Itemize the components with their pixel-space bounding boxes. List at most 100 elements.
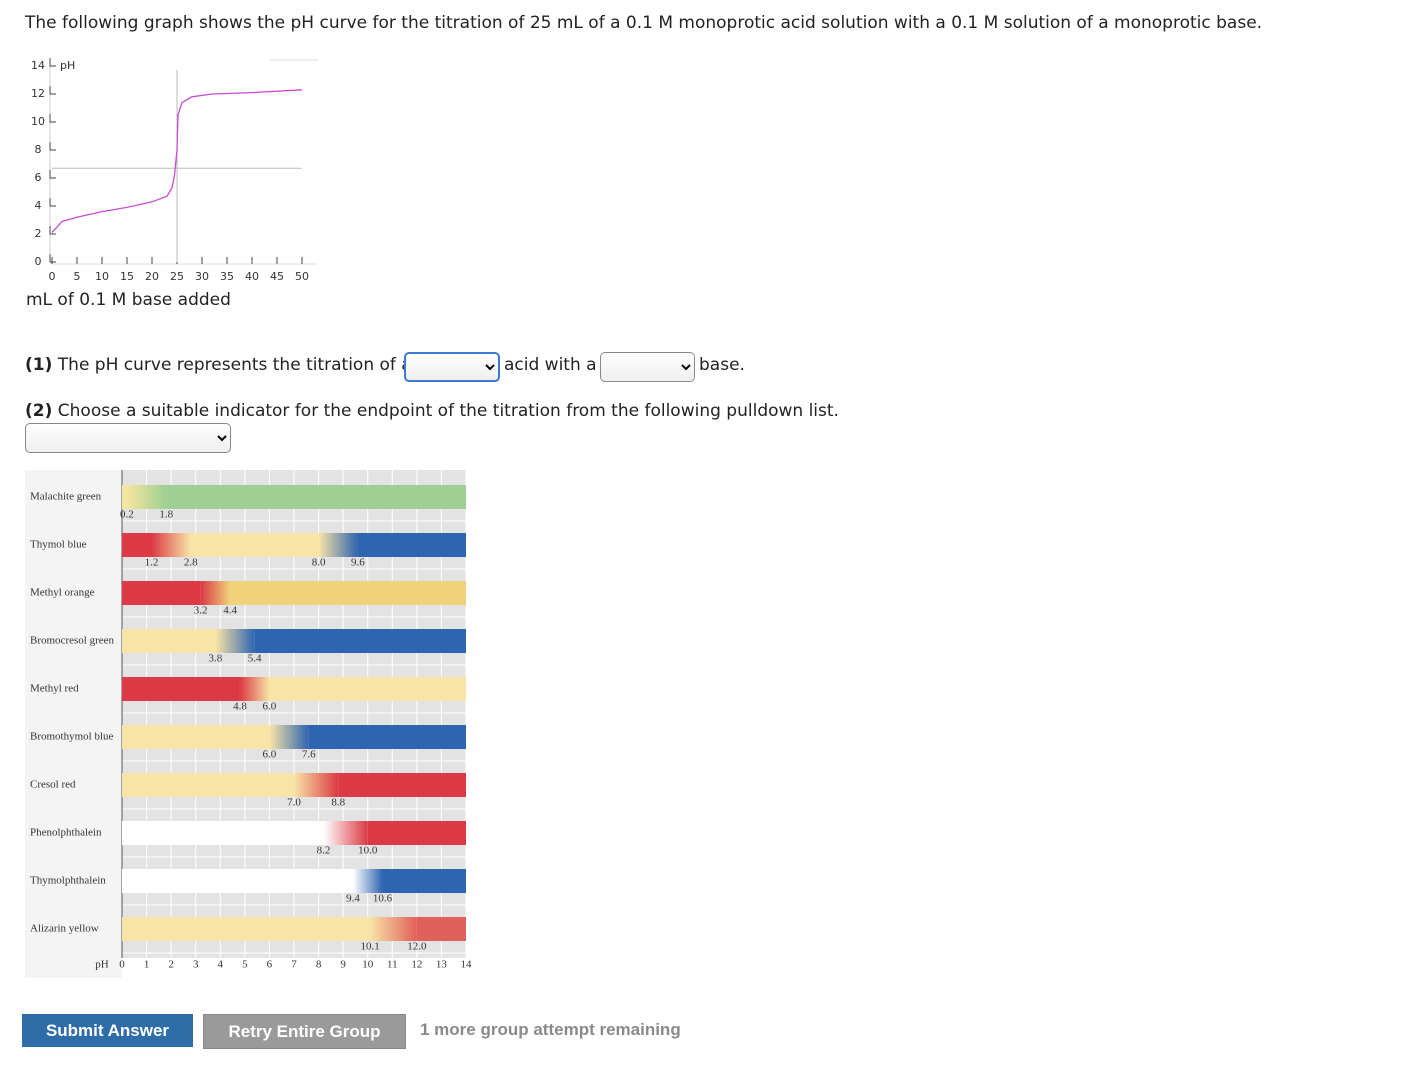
y-tick xyxy=(49,58,56,67)
transition-range xyxy=(239,677,270,701)
x-tick-label: 15 xyxy=(120,270,134,283)
ph-tick-label: 9 xyxy=(340,959,346,971)
q2-number: (2) xyxy=(25,401,53,421)
indicator-name: Bromothymol blue xyxy=(30,731,114,743)
transition-range xyxy=(215,629,255,653)
ph-tick-label: 10 xyxy=(362,959,374,971)
y-tick xyxy=(49,254,56,263)
x-tick-label: 5 xyxy=(74,270,81,283)
transition-high: 8.8 xyxy=(331,797,345,809)
ph-curve xyxy=(51,89,303,234)
color-segment xyxy=(230,581,466,605)
color-segment xyxy=(122,773,294,797)
color-segment xyxy=(122,485,127,509)
color-segment xyxy=(122,821,324,845)
transition-range xyxy=(370,917,417,941)
transition-range xyxy=(200,581,231,605)
y-tick-label: 0 xyxy=(35,255,42,268)
y-tick xyxy=(49,142,56,151)
color-segment xyxy=(254,629,466,653)
transition-high: 10.0 xyxy=(358,845,378,857)
indicator-name: Alizarin yellow xyxy=(30,923,99,935)
x-tick-label: 0 xyxy=(49,270,56,283)
color-segment xyxy=(122,917,371,941)
indicator-name: Bromocresol green xyxy=(30,635,114,647)
transition-range xyxy=(151,533,191,557)
y-tick xyxy=(49,86,56,95)
y-tick-label: 14 xyxy=(31,59,45,72)
transition-high: 9.6 xyxy=(351,557,365,569)
transition-low: 6.0 xyxy=(263,749,277,761)
q2-text: Choose a suitable indicator for the endp… xyxy=(57,401,839,421)
color-segment xyxy=(367,821,466,845)
transition-low: 9.4 xyxy=(346,893,360,905)
color-segment xyxy=(338,773,466,797)
ph-tick-label: 13 xyxy=(436,959,448,971)
question: The following graph shows the pH curve f… xyxy=(25,13,1263,33)
base-select[interactable] xyxy=(600,352,695,382)
y-tick xyxy=(49,114,56,123)
x-tick-label: 20 xyxy=(145,270,159,283)
ph-tick-label: 12 xyxy=(411,959,422,971)
indicator-name: Thymol blue xyxy=(30,539,87,551)
label-column xyxy=(25,470,122,978)
y-tick xyxy=(49,198,56,207)
transition-high: 2.8 xyxy=(184,557,198,569)
ph-tick-label: 0 xyxy=(119,959,125,971)
transition-range xyxy=(269,725,309,749)
transition-high: 7.6 xyxy=(302,749,316,761)
transition-high: 12.0 xyxy=(407,941,427,953)
acid-select[interactable] xyxy=(404,352,500,382)
q1-after: base. xyxy=(699,355,745,375)
x-tick-label: 35 xyxy=(220,270,234,283)
submit-button[interactable]: Submit Answer xyxy=(22,1014,193,1047)
x-tick-label: 10 xyxy=(95,270,109,283)
y-tick xyxy=(49,226,56,235)
color-segment xyxy=(382,869,466,893)
ph-tick-label: 7 xyxy=(291,959,297,971)
transition-low: 0.2 xyxy=(120,509,134,521)
ph-tick-label: 8 xyxy=(316,959,322,971)
q1-before: (1) The pH curve represents the titratio… xyxy=(25,355,412,375)
transition-range xyxy=(126,485,167,509)
y-tick-label: 8 xyxy=(35,143,42,156)
ph-tick-label: 4 xyxy=(218,959,224,971)
color-segment xyxy=(122,725,270,749)
y-tick-label: 12 xyxy=(31,87,45,100)
x-axis-label: mL of 0.1 M base added xyxy=(26,290,231,310)
transition-high: 10.6 xyxy=(373,893,393,905)
transition-range xyxy=(294,773,339,797)
ph-tick-label: 5 xyxy=(242,959,248,971)
color-segment xyxy=(122,581,201,605)
ph-tick-label: 11 xyxy=(387,959,398,971)
ph-tick-label: 6 xyxy=(267,959,273,971)
transition-range xyxy=(318,533,358,557)
transition-high: 6.0 xyxy=(263,701,277,713)
retry-button[interactable]: Retry Entire Group xyxy=(203,1014,406,1049)
transition-low: 8.0 xyxy=(312,557,326,569)
color-segment xyxy=(166,485,466,509)
indicator-name: Methyl red xyxy=(30,683,79,695)
y-tick-label: 10 xyxy=(31,115,45,128)
x-tick-label: 40 xyxy=(245,270,259,283)
color-segment xyxy=(190,533,319,557)
color-segment xyxy=(122,533,152,557)
color-segment xyxy=(416,917,466,941)
y-tick xyxy=(49,170,56,179)
y-tick-label: 6 xyxy=(35,171,42,184)
transition-low: 7.0 xyxy=(287,797,301,809)
question-1: (1) The pH curve represents the titratio… xyxy=(25,355,412,375)
transition-range xyxy=(352,869,383,893)
indicator-name: Thymolphthalein xyxy=(30,875,106,887)
x-tick-label: 50 xyxy=(295,270,309,283)
color-segment xyxy=(122,869,353,893)
transition-high: 1.8 xyxy=(159,509,173,521)
indicator-select[interactable] xyxy=(25,423,231,453)
transition-low: 3.8 xyxy=(208,653,222,665)
transition-low: 3.2 xyxy=(194,605,208,617)
y-tick-label: 4 xyxy=(35,199,42,212)
y-axis-label: pH xyxy=(60,59,75,72)
transition-low: 8.2 xyxy=(317,845,331,857)
ph-tick-label: 1 xyxy=(144,959,150,971)
transition-low: 1.2 xyxy=(145,557,159,569)
